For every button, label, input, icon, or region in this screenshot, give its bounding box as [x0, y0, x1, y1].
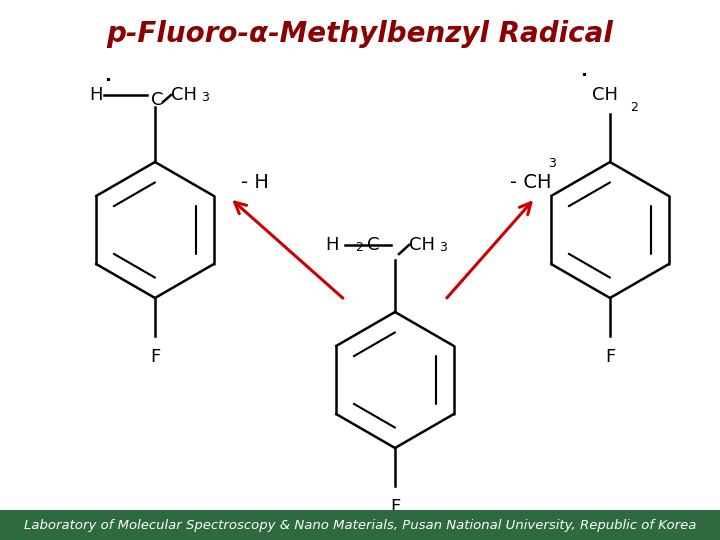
Text: CH: CH: [409, 236, 435, 254]
Text: p-Fluoro-α-Methylbenzyl Radical: p-Fluoro-α-Methylbenzyl Radical: [107, 20, 613, 48]
Text: 3: 3: [548, 157, 556, 170]
Text: - H: - H: [241, 172, 269, 192]
Text: F: F: [150, 348, 160, 366]
Text: F: F: [390, 498, 400, 516]
Text: H: H: [325, 236, 339, 254]
Text: Laboratory of Molecular Spectroscopy & Nano Materials, Pusan National University: Laboratory of Molecular Spectroscopy & N…: [24, 518, 696, 531]
Text: 2: 2: [355, 241, 363, 254]
Bar: [0, 510, 720, 540]
Text: CH: CH: [171, 86, 197, 104]
Text: C: C: [367, 236, 379, 254]
Text: ·: ·: [580, 67, 588, 85]
Text: CH: CH: [592, 86, 618, 104]
Text: ·: ·: [104, 72, 112, 90]
Text: C: C: [150, 91, 163, 109]
Text: H: H: [89, 86, 103, 104]
Text: 2: 2: [630, 101, 638, 114]
Text: F: F: [605, 348, 615, 366]
Text: - CH: - CH: [510, 172, 552, 192]
Text: 3: 3: [439, 241, 447, 254]
Text: 3: 3: [201, 91, 209, 104]
